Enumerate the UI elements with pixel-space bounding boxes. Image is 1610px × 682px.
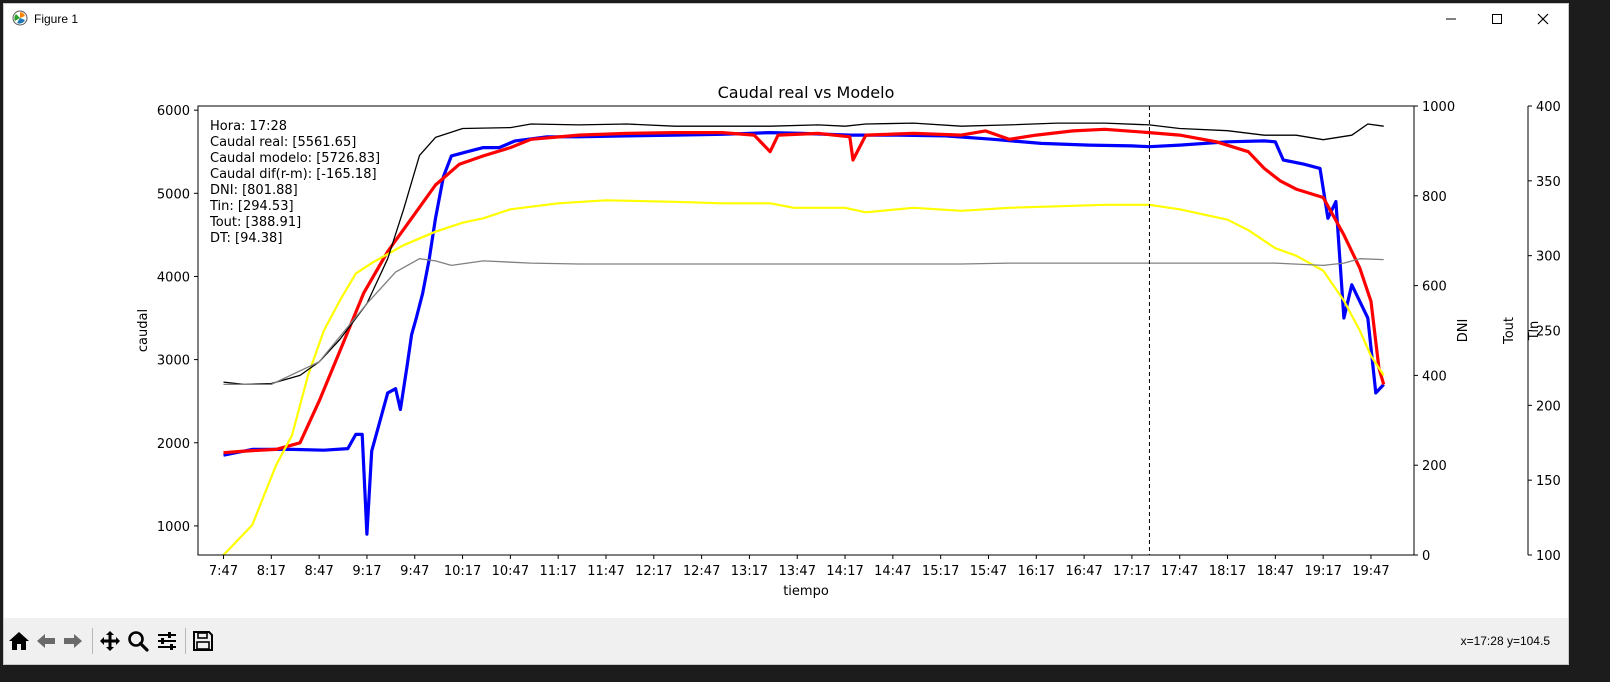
maximize-button[interactable]	[1474, 4, 1520, 34]
tout-tick-label: 400	[1536, 100, 1561, 115]
tout-tick-label: 350	[1536, 175, 1561, 190]
plot-frame	[197, 105, 1415, 556]
title-bar[interactable]: Figure 1	[4, 4, 1568, 34]
zoom-icon	[128, 631, 149, 652]
series-line-0	[223, 130, 1385, 536]
navigation-toolbar: x=17:28 y=104.5	[4, 618, 1568, 664]
y-tick-label: 2000	[157, 437, 190, 452]
x-tick-label: 16:47	[1065, 564, 1102, 579]
figure-window: Figure 1 Caudal real vs Modelo 7:47 8:17 8:…	[3, 3, 1569, 665]
info-line: Tin: [294.53]	[209, 199, 294, 214]
save-button[interactable]	[190, 628, 216, 654]
x-tick-label: 18:17	[1209, 564, 1246, 579]
close-icon	[1537, 13, 1549, 25]
minimize-button[interactable]	[1428, 4, 1474, 34]
maximize-icon	[1492, 14, 1502, 24]
dni-tick-label: 800	[1422, 190, 1447, 205]
x-tick-label: 19:17	[1304, 564, 1341, 579]
info-line: Hora: 17:28	[210, 119, 287, 134]
x-tick-label: 11:47	[587, 564, 624, 579]
x-tick-label: 9:47	[400, 564, 429, 579]
back-icon	[37, 634, 55, 648]
series-line-4	[223, 258, 1384, 386]
home-icon	[9, 632, 29, 650]
x-tick-label: 17:47	[1161, 564, 1198, 579]
y-tick-label: 1000	[157, 520, 190, 535]
back-button[interactable]	[33, 628, 59, 654]
dni-tick-label: 0	[1422, 549, 1430, 564]
x-tick-label: 10:17	[444, 564, 481, 579]
x-tick-label: 18:47	[1257, 564, 1294, 579]
tout-tick-label: 150	[1536, 474, 1561, 489]
configure-icon	[158, 632, 176, 650]
info-line: Caudal dif(r-m): [-165.18]	[210, 167, 377, 182]
x-tick-label: 15:17	[922, 564, 959, 579]
x-tick-label: 19:47	[1352, 564, 1389, 579]
chart-title: Caudal real vs Modelo	[718, 83, 895, 102]
dni-tick-label: 400	[1422, 369, 1447, 384]
tout-tick-label: 300	[1536, 250, 1561, 265]
toolbar-separator	[92, 628, 93, 654]
info-line: DT: [94.38]	[210, 231, 282, 246]
y-tick-label: 4000	[157, 270, 190, 285]
info-line: Caudal real: [5561.65]	[210, 135, 356, 150]
x-tick-label: 16:17	[1018, 564, 1055, 579]
x-tick-label: 8:17	[257, 564, 286, 579]
series-line-2	[222, 199, 1385, 556]
close-button[interactable]	[1520, 4, 1566, 34]
x-axis-label: tiempo	[783, 584, 829, 599]
tout-tick-label: 100	[1536, 549, 1561, 564]
info-line: Tout: [388.91]	[209, 215, 301, 230]
x-tick-label: 13:17	[731, 564, 768, 579]
forward-icon	[64, 634, 82, 648]
matplotlib-icon	[12, 10, 28, 26]
x-tick-label: 11:17	[539, 564, 576, 579]
chart-canvas[interactable]: Caudal real vs Modelo 7:47 8:17 8:47 9:17 9:4…	[4, 34, 1568, 618]
x-tick-label: 12:17	[635, 564, 672, 579]
x-tick-label: 12:47	[683, 564, 720, 579]
home-button[interactable]	[6, 628, 32, 654]
x-tick-label: 14:47	[874, 564, 911, 579]
forward-button[interactable]	[60, 628, 86, 654]
x-tick-label: 7:47	[209, 564, 238, 579]
tout-tick-label: 250	[1536, 325, 1561, 340]
x-tick-label: 9:17	[352, 564, 381, 579]
minimize-icon	[1446, 18, 1456, 20]
x-tick-label: 15:47	[970, 564, 1007, 579]
toolbar-separator	[185, 628, 186, 654]
dni-tick-label: 600	[1422, 280, 1447, 295]
window-title: Figure 1	[34, 12, 79, 26]
y-tick-label: 3000	[157, 354, 190, 369]
configure-button[interactable]	[154, 628, 180, 654]
y-axis-label: caudal	[136, 309, 151, 352]
x-tick-label: 17:17	[1113, 564, 1150, 579]
x-tick-label: 14:17	[826, 564, 863, 579]
info-line: DNI: [801.88]	[210, 183, 298, 198]
zoom-button[interactable]	[125, 628, 151, 654]
dni-tick-label: 1000	[1422, 100, 1455, 115]
y-tick-label: 6000	[157, 104, 190, 119]
dni-axis-label: DNI	[1456, 319, 1471, 343]
pan-icon	[100, 631, 120, 651]
save-icon	[193, 631, 213, 651]
x-tick-label: 8:47	[305, 564, 334, 579]
x-tick-label: 10:47	[492, 564, 529, 579]
dni-tick-label: 200	[1422, 459, 1447, 474]
pan-button[interactable]	[97, 628, 123, 654]
tout-axis-label: Tout	[1502, 317, 1517, 345]
series-line-1	[223, 127, 1386, 455]
y-tick-label: 5000	[157, 187, 190, 202]
series-line-3	[223, 122, 1384, 386]
x-tick-label: 13:47	[779, 564, 816, 579]
cursor-coordinates: x=17:28 y=104.5	[1460, 634, 1550, 648]
info-line: Caudal modelo: [5726.83]	[210, 151, 380, 166]
tin-axis-label: Tin	[1527, 321, 1542, 341]
tout-tick-label: 200	[1536, 399, 1561, 414]
